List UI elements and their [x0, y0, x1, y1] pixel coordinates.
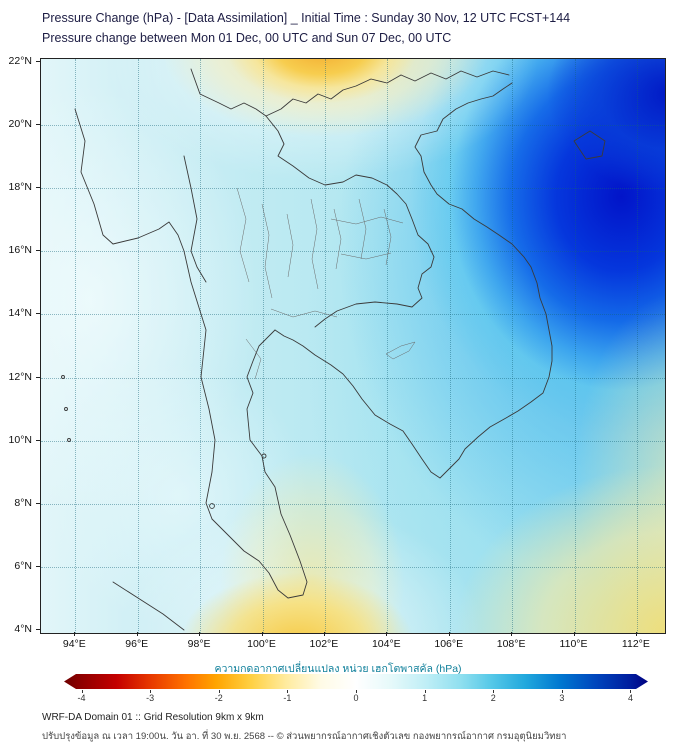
lat-tick-label: 20°N	[8, 118, 32, 130]
latitude-axis: 22°N 20°N 18°N 16°N 14°N 12°N 10°N 8°N 6…	[0, 55, 40, 635]
pressure-anomaly-field	[41, 59, 665, 633]
lon-tick-label: 108°E	[496, 638, 526, 650]
lon-tick-label: 106°E	[434, 638, 464, 650]
lat-tick-label: 14°N	[8, 307, 32, 320]
lon-tick-label: 100°E	[247, 638, 276, 650]
colorbar-tick-label: -3	[146, 693, 155, 703]
lat-tick-label: 8°N	[14, 496, 32, 509]
lat-tick-label: 6°N	[14, 559, 32, 572]
lat-tick-label: 10°N	[8, 433, 32, 446]
lat-tick-label: 16°N	[8, 244, 32, 257]
footer-credit: ปรับปรุงข้อมูล ณ เวลา 19:00น. วัน อา. ที…	[42, 731, 567, 742]
title-line-1: Pressure Change (hPa) - [Data Assimilati…	[42, 11, 571, 25]
title-line-2: Pressure change between Mon 01 Dec, 00 U…	[42, 31, 452, 45]
lat-tick-label: 12°N	[8, 370, 32, 383]
lat-tick-label: 22°N	[8, 55, 32, 68]
colorbar-label: ความกดอากาศเปลี่ยนแปลง หน่วย เฮกโตพาสคัล…	[214, 663, 462, 675]
footer-domain-info: WRF-DA Domain 01 :: Grid Resolution 9km …	[42, 712, 264, 723]
colorbar-tick-label: -2	[214, 693, 223, 703]
lon-tick-label: 96°E	[125, 638, 149, 650]
lon-tick-label: 112°E	[621, 638, 650, 650]
colorbar-tick-label: 2	[490, 693, 496, 703]
geography-outlines	[61, 68, 606, 631]
colorbar-tick-label: 3	[559, 693, 565, 703]
map-canvas	[40, 58, 666, 634]
longitude-axis: 94°E 96°E 98°E 100°E 102°E 104°E 106°E 1…	[40, 632, 664, 654]
colorbar-gradient	[64, 674, 648, 689]
colorbar-tick-label: -1	[283, 693, 292, 703]
lon-tick-label: 94°E	[62, 638, 86, 650]
lon-tick-label: 110°E	[559, 638, 588, 650]
lat-tick-label: 4°N	[14, 622, 32, 635]
lon-tick-label: 104°E	[371, 638, 401, 650]
lon-tick-label: 98°E	[187, 638, 211, 650]
colorbar-ticks: -4 -3 -2 -1 0 1 2 3 4	[64, 690, 648, 706]
colorbar-tick-label: 0	[353, 693, 359, 703]
colorbar-tick-label: -4	[77, 693, 86, 703]
lat-tick-label: 18°N	[8, 181, 32, 194]
colorbar-tick-label: 4	[627, 693, 633, 703]
map-plot: 22°N 20°N 18°N 16°N 14°N 12°N 10°N 8°N 6…	[0, 55, 666, 654]
colorbar-tick-label: 1	[422, 693, 428, 703]
header-titles: Pressure Change (hPa) - [Data Assimilati…	[42, 8, 570, 48]
lon-tick-label: 102°E	[309, 638, 339, 650]
